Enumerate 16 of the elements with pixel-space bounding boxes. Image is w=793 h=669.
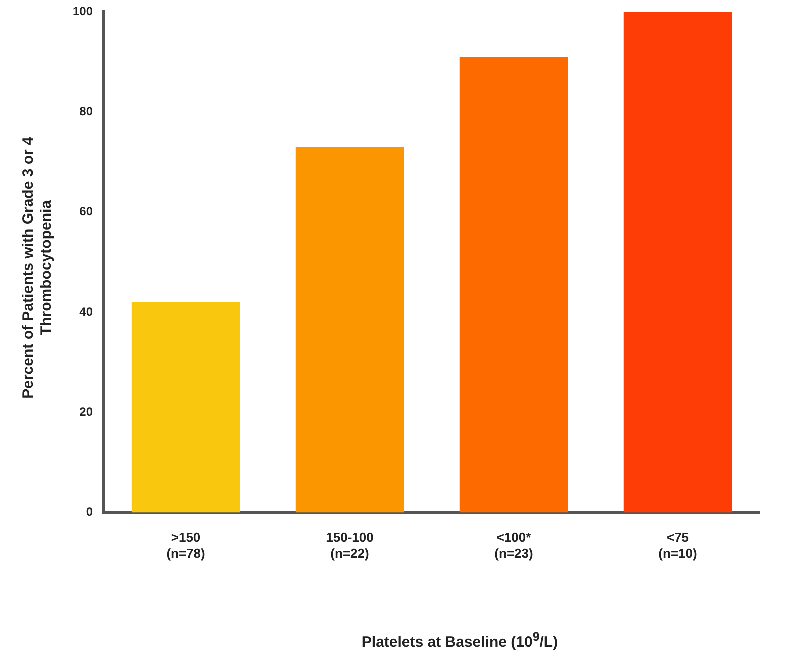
y-tick-label: 20: [80, 404, 94, 419]
bar: [624, 12, 732, 513]
x-axis-title: Platelets at Baseline (10$^{9}$/L): [360, 630, 560, 651]
x-tick-label: <100* (n=23): [494, 530, 534, 561]
y-tick-label: 0: [86, 505, 94, 520]
bar: [296, 147, 404, 513]
bar: [460, 57, 568, 513]
x-tick-label: 150-100 (n=22): [326, 530, 374, 561]
y-axis-title: Percent of Patients with Grade 3 or 4 Thrombocytopenia: [20, 136, 56, 401]
y-tick-label: 100: [72, 4, 94, 18]
y-tick-label: 60: [80, 204, 94, 219]
y-tick-label: 40: [80, 304, 94, 319]
x-tick-label: <75 (n=10): [658, 530, 698, 561]
bar: [132, 302, 240, 513]
y-tick-label: 80: [80, 104, 94, 118]
x-tick-label: >150 (n=78): [166, 530, 206, 561]
